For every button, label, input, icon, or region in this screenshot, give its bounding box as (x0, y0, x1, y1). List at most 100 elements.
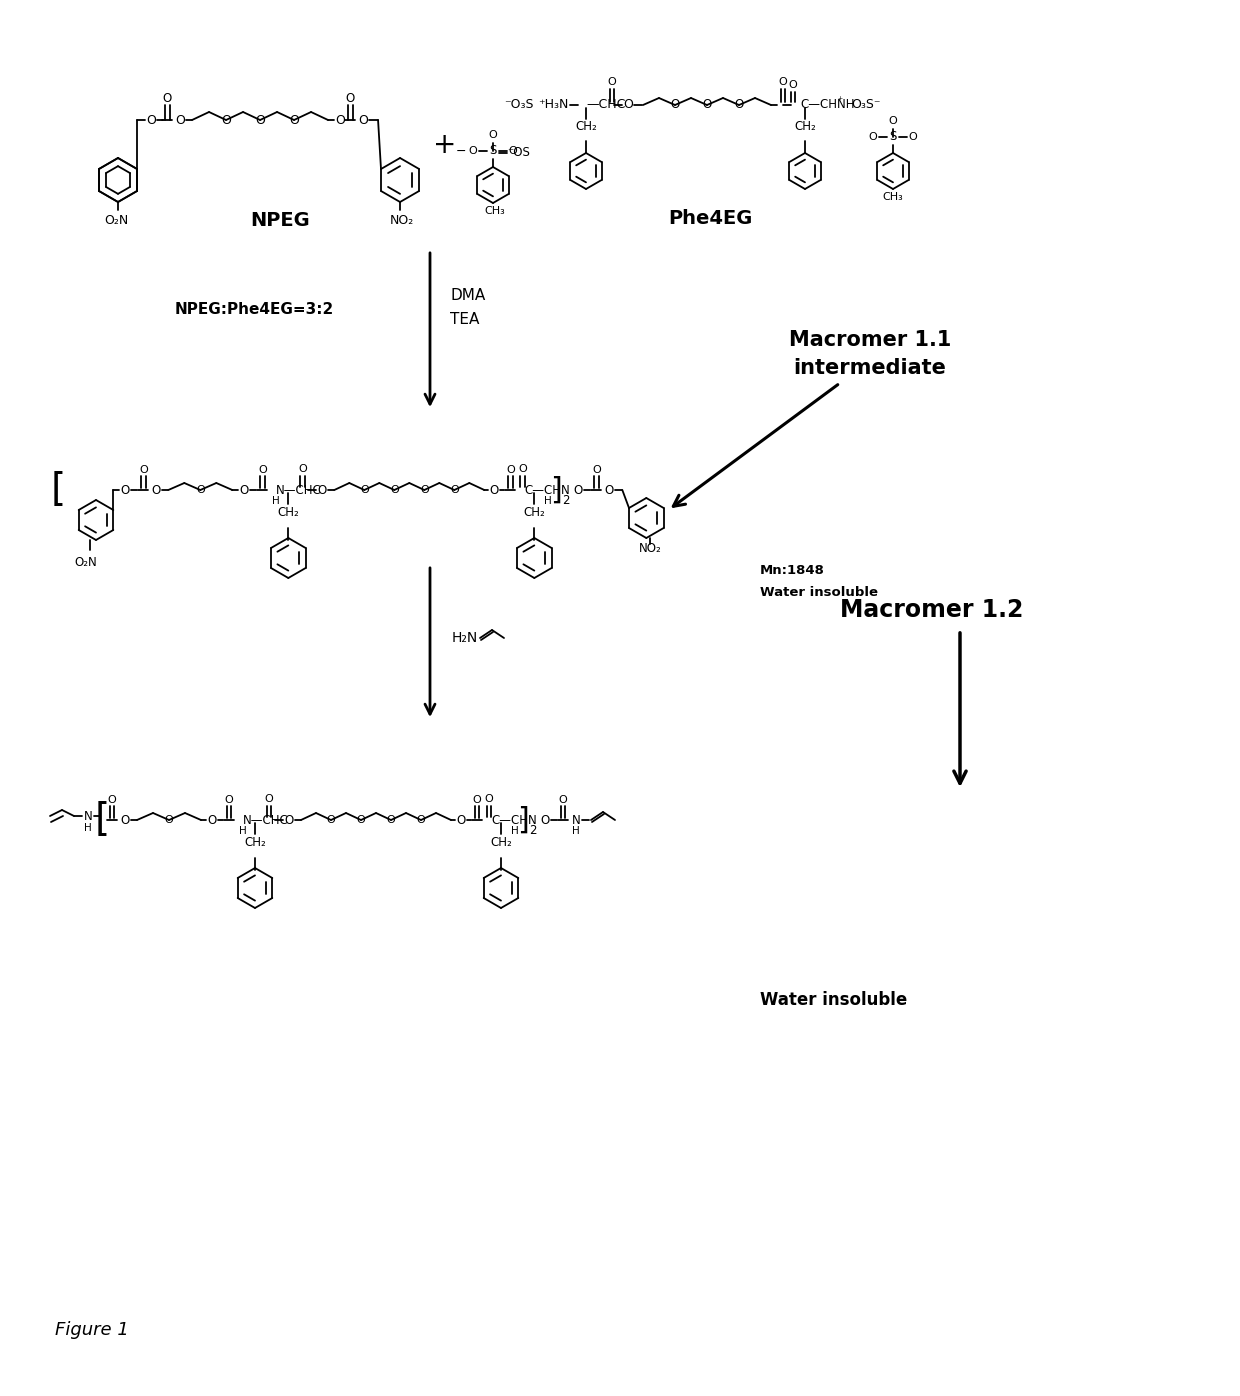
Text: O: O (346, 92, 355, 106)
Text: NPEG: NPEG (250, 211, 310, 229)
Text: H: H (273, 496, 280, 505)
Text: O: O (518, 463, 527, 475)
Text: O: O (255, 113, 265, 127)
Text: O: O (289, 113, 299, 127)
Text: O: O (779, 77, 787, 87)
Text: O₂N: O₂N (104, 214, 128, 226)
Text: O: O (298, 463, 306, 475)
Text: O: O (450, 484, 459, 496)
Text: NO₂: NO₂ (639, 542, 662, 554)
Text: Macromer 1.1: Macromer 1.1 (789, 329, 951, 350)
Text: O: O (417, 815, 425, 825)
Text: ]: ] (551, 476, 562, 504)
Text: Macromer 1.2: Macromer 1.2 (839, 597, 1023, 623)
Text: O: O (608, 77, 616, 87)
Text: O: O (151, 483, 161, 497)
Text: Water insoluble: Water insoluble (760, 585, 878, 599)
Text: O: O (490, 483, 498, 497)
Text: O: O (789, 80, 797, 89)
Text: O: O (574, 483, 583, 497)
Text: O: O (622, 99, 632, 112)
Text: O₃S⁻: O₃S⁻ (851, 99, 880, 112)
Text: O: O (734, 99, 744, 112)
Text: O: O (196, 484, 205, 496)
Text: O: O (207, 814, 217, 826)
Text: intermediate: intermediate (794, 357, 946, 378)
Text: O₂N: O₂N (74, 556, 98, 568)
Text: N: N (572, 814, 580, 826)
Text: —CHC: —CHC (587, 99, 625, 112)
Text: ⁻O₃S: ⁻O₃S (503, 99, 533, 112)
Text: Water insoluble: Water insoluble (760, 991, 908, 1009)
Text: O: O (120, 483, 130, 497)
Text: S: S (490, 145, 497, 158)
Text: O: O (671, 99, 680, 112)
Text: NO₂: NO₂ (389, 214, 414, 226)
Text: O: O (239, 483, 249, 497)
Text: O: O (357, 815, 366, 825)
Text: Phe4EG: Phe4EG (668, 208, 753, 228)
Text: O: O (358, 113, 368, 127)
Text: CH₂: CH₂ (244, 836, 265, 850)
Text: CH₂: CH₂ (490, 836, 512, 850)
Text: O: O (284, 814, 294, 826)
Text: O: O (702, 99, 712, 112)
Text: CH₂: CH₂ (794, 120, 816, 134)
Text: CH₃: CH₃ (485, 207, 506, 216)
Text: O: O (909, 133, 918, 142)
Text: O: O (469, 147, 477, 156)
Text: N—CHC: N—CHC (277, 483, 322, 497)
Text: H: H (239, 826, 247, 836)
Text: ⁺: ⁺ (837, 96, 843, 106)
Text: O: O (420, 484, 429, 496)
Text: C—CHN: C—CHN (525, 483, 570, 497)
Text: H₂N: H₂N (453, 631, 479, 645)
Text: +: + (433, 131, 456, 159)
Text: O: O (559, 794, 568, 805)
Text: O: O (605, 483, 614, 497)
Text: O: O (506, 465, 515, 475)
Text: O: O (472, 794, 481, 805)
Text: O: O (165, 815, 174, 825)
Text: O: O (258, 465, 267, 475)
Text: H: H (572, 826, 580, 836)
Text: O: O (360, 484, 368, 496)
Text: [: [ (51, 470, 66, 510)
Text: O: O (389, 484, 399, 496)
Text: 2: 2 (563, 494, 570, 507)
Text: O: O (120, 814, 130, 826)
Text: O: O (139, 465, 148, 475)
Text: O: O (591, 465, 600, 475)
Text: −: − (456, 145, 466, 158)
Text: O: O (541, 814, 549, 826)
Text: O: O (456, 814, 466, 826)
Text: O: O (889, 116, 898, 126)
Text: O: O (175, 113, 185, 127)
Text: C—CHNH: C—CHNH (800, 99, 854, 112)
Text: CH₃: CH₃ (883, 193, 904, 202)
Text: O: O (162, 92, 171, 106)
Text: Mn:1848: Mn:1848 (760, 564, 825, 577)
Text: O: O (317, 483, 327, 497)
Text: O: O (264, 794, 273, 804)
Text: [: [ (94, 801, 109, 839)
Text: O: O (146, 113, 156, 127)
Text: O: O (335, 113, 345, 127)
Text: ]: ] (517, 805, 529, 835)
Text: CH₂: CH₂ (278, 507, 299, 519)
Text: O: O (221, 113, 231, 127)
Text: O: O (869, 133, 878, 142)
Text: O: O (508, 147, 517, 156)
Text: O: O (387, 815, 396, 825)
Text: O: O (489, 130, 497, 140)
Text: O: O (326, 815, 335, 825)
Text: TEA: TEA (450, 313, 480, 328)
Text: ⁻OS: ⁻OS (507, 147, 531, 159)
Text: DMA: DMA (450, 288, 485, 303)
Text: H: H (84, 824, 92, 833)
Text: 2: 2 (529, 824, 537, 836)
Text: CH₂: CH₂ (575, 120, 596, 134)
Text: NPEG:Phe4EG=3:2: NPEG:Phe4EG=3:2 (175, 303, 335, 317)
Text: ⁺H₃N: ⁺H₃N (538, 99, 568, 112)
Text: H: H (511, 826, 518, 836)
